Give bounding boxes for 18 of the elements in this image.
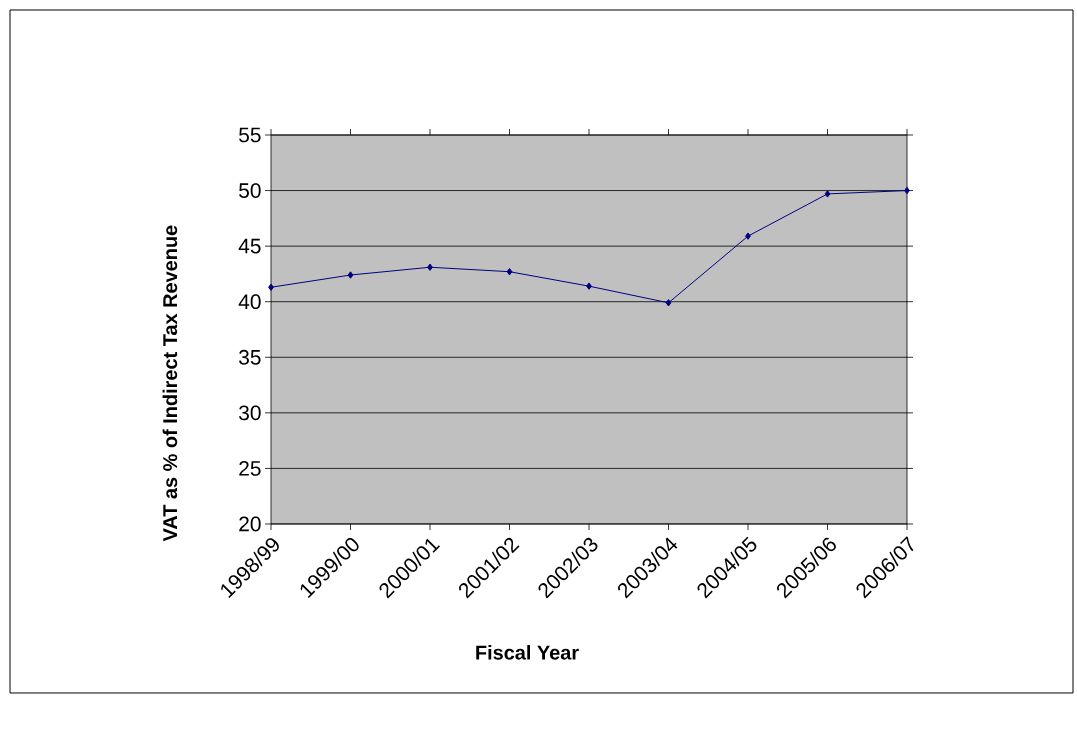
y-axis-title: VAT as % of Indirect Tax Revenue bbox=[162, 225, 178, 542]
y-tick-label: 45 bbox=[238, 238, 261, 254]
x-axis-title: Fiscal Year bbox=[476, 645, 579, 660]
point bbox=[427, 263, 433, 271]
point bbox=[506, 268, 513, 276]
y-tick-label: 30 bbox=[239, 405, 261, 421]
y-tick-label: 35 bbox=[239, 349, 261, 365]
y-tick-label: 20 bbox=[239, 516, 261, 532]
y-tick-label: 50 bbox=[239, 183, 261, 198]
point bbox=[665, 299, 672, 307]
point bbox=[586, 282, 592, 290]
point bbox=[824, 190, 831, 198]
y-tick-label: 25 bbox=[239, 461, 261, 476]
y-tick-label: 55 bbox=[239, 127, 261, 143]
point bbox=[347, 271, 354, 279]
point bbox=[745, 232, 751, 240]
y-tick-label: 40 bbox=[238, 294, 261, 310]
point bbox=[268, 283, 274, 291]
